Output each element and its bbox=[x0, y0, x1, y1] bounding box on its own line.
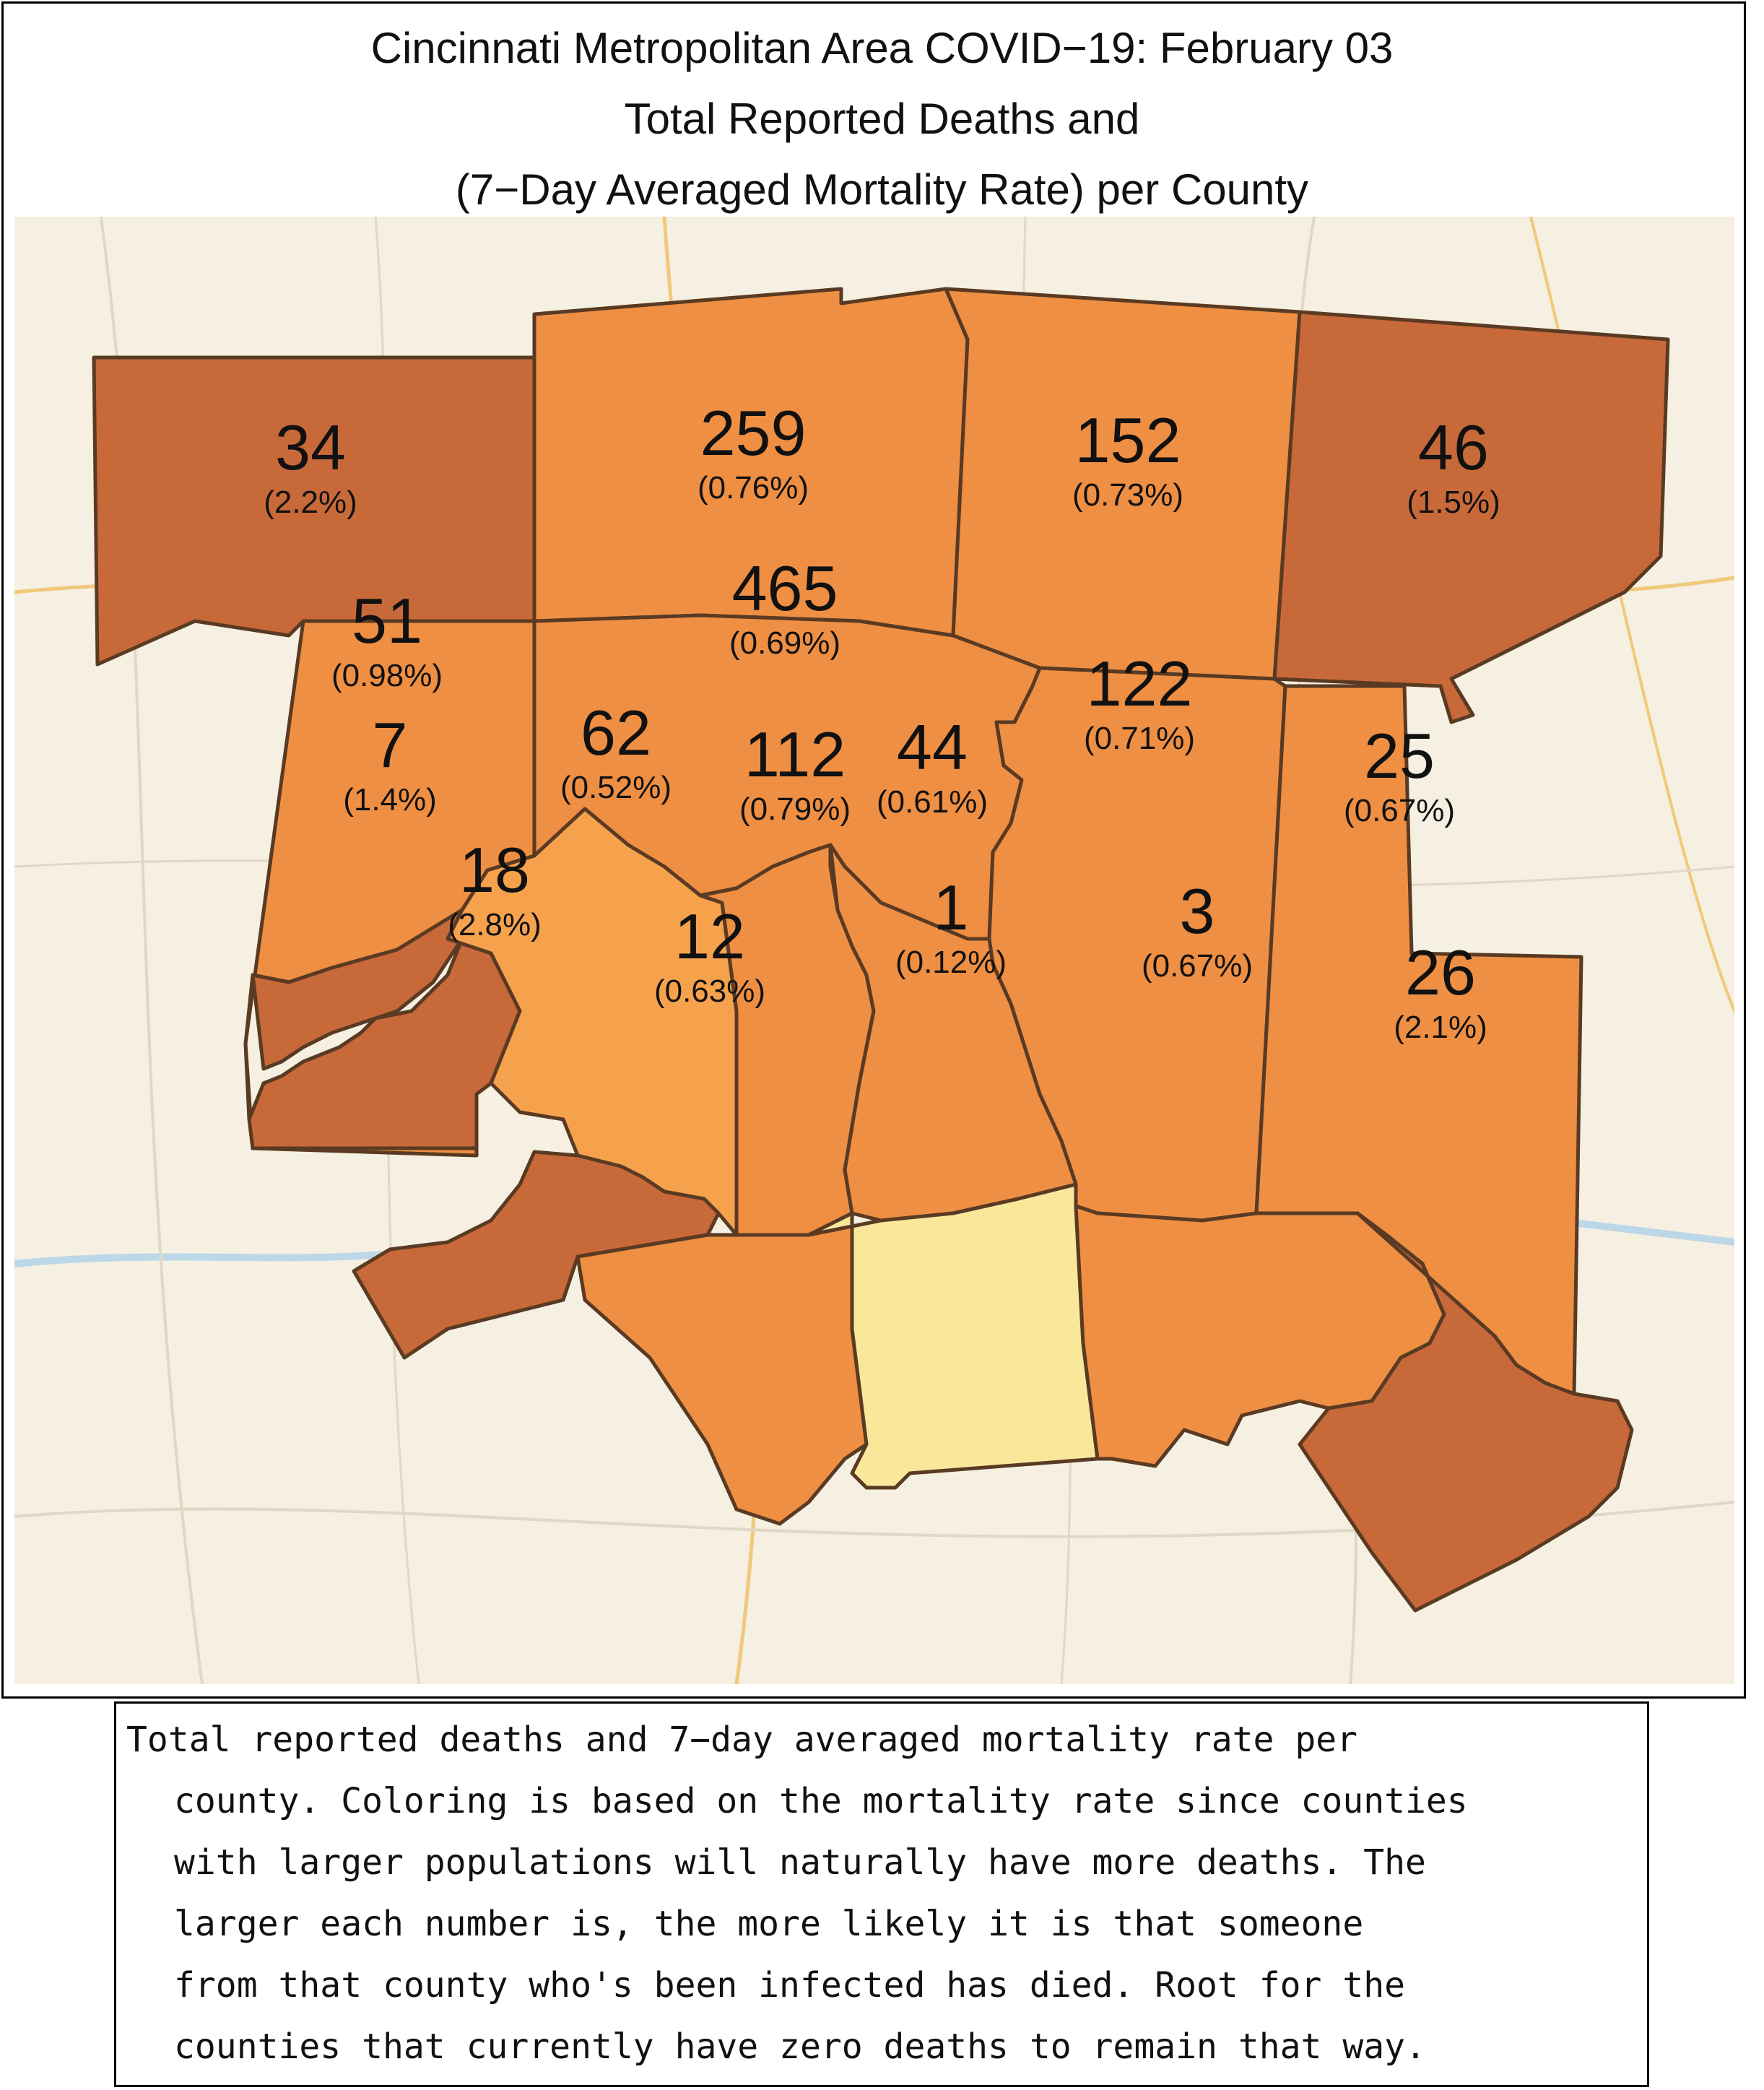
county-rate-e2: (0.67%) bbox=[1344, 793, 1455, 828]
caption-line-2: county. Coloring is based on the mortali… bbox=[174, 1781, 1468, 1821]
county-deaths-e1: 122 bbox=[1087, 648, 1193, 719]
county-rate-e1: (0.71%) bbox=[1084, 721, 1195, 756]
title-line-2: Total Reported Deaths and bbox=[624, 95, 1140, 143]
county-rate-c3: (0.79%) bbox=[739, 792, 851, 827]
county-shape-sw bbox=[352, 1150, 721, 1360]
county-deaths-s1: 12 bbox=[674, 901, 745, 972]
county-map: 34(2.2%)259(0.76%)152(0.73%)46(1.5%)51(0… bbox=[14, 217, 1734, 1684]
county-deaths-w1: 51 bbox=[352, 585, 422, 656]
county-shape-ne bbox=[1272, 310, 1670, 724]
caption-line-5: from that county who's been infected has… bbox=[174, 1965, 1406, 2006]
county-rate-s1: (0.63%) bbox=[654, 974, 765, 1009]
county-deaths-e2: 25 bbox=[1364, 720, 1435, 792]
caption-line-3: with larger populations will naturally h… bbox=[174, 1842, 1426, 1883]
county-shapes bbox=[92, 287, 1670, 1613]
county-rate-c4: (0.61%) bbox=[877, 784, 988, 820]
county-deaths-n1: 259 bbox=[700, 397, 807, 469]
county-deaths-s2: 1 bbox=[934, 872, 969, 943]
county-deaths-s3: 3 bbox=[1180, 875, 1215, 947]
county-deaths-c4: 44 bbox=[897, 711, 968, 783]
county-deaths-se: 26 bbox=[1405, 937, 1476, 1008]
county-deaths-nw: 34 bbox=[275, 412, 346, 483]
county-rate-se: (2.1%) bbox=[1394, 1010, 1487, 1045]
county-shape-s1 bbox=[575, 1211, 869, 1526]
county-rate-sw: (2.8%) bbox=[448, 907, 542, 942]
county-rate-n2: (0.73%) bbox=[1072, 477, 1183, 513]
caption-line-1: Total reported deaths and 7−day averaged… bbox=[126, 1720, 1358, 1760]
county-deaths-ne: 46 bbox=[1418, 412, 1489, 483]
county-deaths-c1: 465 bbox=[732, 552, 838, 624]
county-rate-nw: (2.2%) bbox=[264, 485, 357, 520]
map-title: Cincinnati Metropolitan Area COVID−19: F… bbox=[0, 13, 1764, 225]
caption-line-6: counties that currently have zero deaths… bbox=[174, 2026, 1426, 2067]
caption-line-4: larger each number is, the more likely i… bbox=[174, 1904, 1364, 1944]
county-deaths-n2: 152 bbox=[1075, 404, 1181, 476]
county-deaths-c2: 62 bbox=[581, 697, 651, 768]
county-deaths-sw: 18 bbox=[459, 834, 530, 906]
title-line-3: (7−Day Averaged Mortality Rate) per Coun… bbox=[455, 165, 1309, 214]
county-shape-se bbox=[1298, 1211, 1634, 1613]
map-caption: Total reported deaths and 7−day averaged… bbox=[114, 1701, 1649, 2087]
county-labels: 34(2.2%)259(0.76%)152(0.73%)46(1.5%)51(0… bbox=[264, 397, 1500, 1045]
county-rate-ne: (1.5%) bbox=[1407, 485, 1500, 520]
county-rate-s2: (0.12%) bbox=[895, 945, 1007, 980]
county-deaths-w2: 7 bbox=[373, 709, 408, 781]
county-deaths-c3: 112 bbox=[744, 719, 846, 790]
county-rate-c2: (0.52%) bbox=[560, 770, 672, 805]
county-rate-c1: (0.69%) bbox=[729, 625, 840, 661]
county-rate-w1: (0.98%) bbox=[331, 658, 443, 693]
county-shape-s2 bbox=[807, 1182, 1100, 1490]
county-rate-s3: (0.67%) bbox=[1142, 948, 1253, 984]
county-rate-w2: (1.4%) bbox=[343, 782, 437, 818]
title-line-1: Cincinnati Metropolitan Area COVID−19: F… bbox=[370, 24, 1394, 72]
county-rate-n1: (0.76%) bbox=[698, 470, 809, 506]
